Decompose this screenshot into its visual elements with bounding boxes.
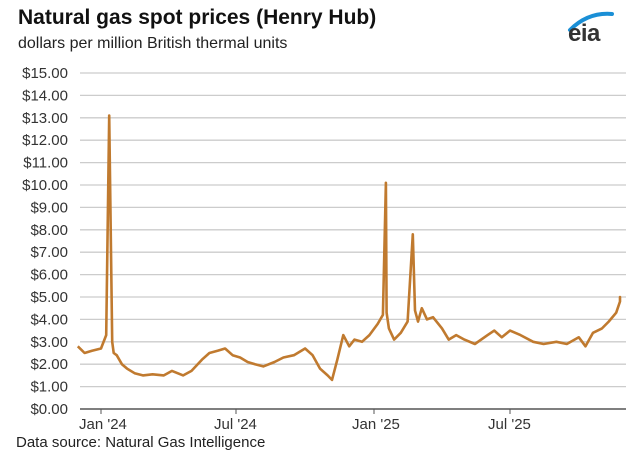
y-tick-label: $7.00	[30, 244, 68, 261]
y-tick-label: $13.00	[22, 110, 68, 127]
y-tick-label: $0.00	[30, 401, 68, 418]
logo-text: eia	[568, 20, 600, 47]
y-axis-labels: $0.00 $1.00 $2.00 $3.00 $4.00 $5.00 $6.00 $7.00…	[22, 65, 68, 418]
y-tick-label: $1.00	[30, 379, 68, 396]
y-tick-label: $3.00	[30, 334, 68, 351]
price-line	[76, 114, 622, 382]
y-tick-label: $6.00	[30, 267, 68, 284]
y-tick-label: $5.00	[30, 289, 68, 306]
y-tick-label: $12.00	[22, 132, 68, 149]
y-tick-label: $8.00	[30, 222, 68, 239]
y-tick-label: $10.00	[22, 177, 68, 194]
x-tick-label: Jul '25	[488, 416, 531, 433]
x-axis: Jan '24 Jul '24 Jan '25 Jul '25	[79, 408, 626, 433]
x-tick-label: Jan '24	[79, 416, 127, 433]
eia-logo: eia	[560, 6, 616, 48]
x-tick-label: Jul '24	[214, 416, 257, 433]
x-tick-label: Jan '25	[352, 416, 400, 433]
y-tick-label: $2.00	[30, 356, 68, 373]
data-source: Data source: Natural Gas Intelligence	[16, 434, 266, 451]
y-tick-label: $9.00	[30, 199, 68, 216]
y-tick-label: $4.00	[30, 311, 68, 328]
y-tick-label: $11.00	[23, 155, 68, 172]
y-tick-label: $15.00	[22, 65, 68, 82]
logo-arc-icon	[568, 11, 614, 32]
y-tick-label: $14.00	[22, 87, 68, 104]
chart-title: Natural gas spot prices (Henry Hub)	[18, 6, 377, 29]
chart-subtitle: dollars per million British thermal unit…	[18, 35, 288, 52]
